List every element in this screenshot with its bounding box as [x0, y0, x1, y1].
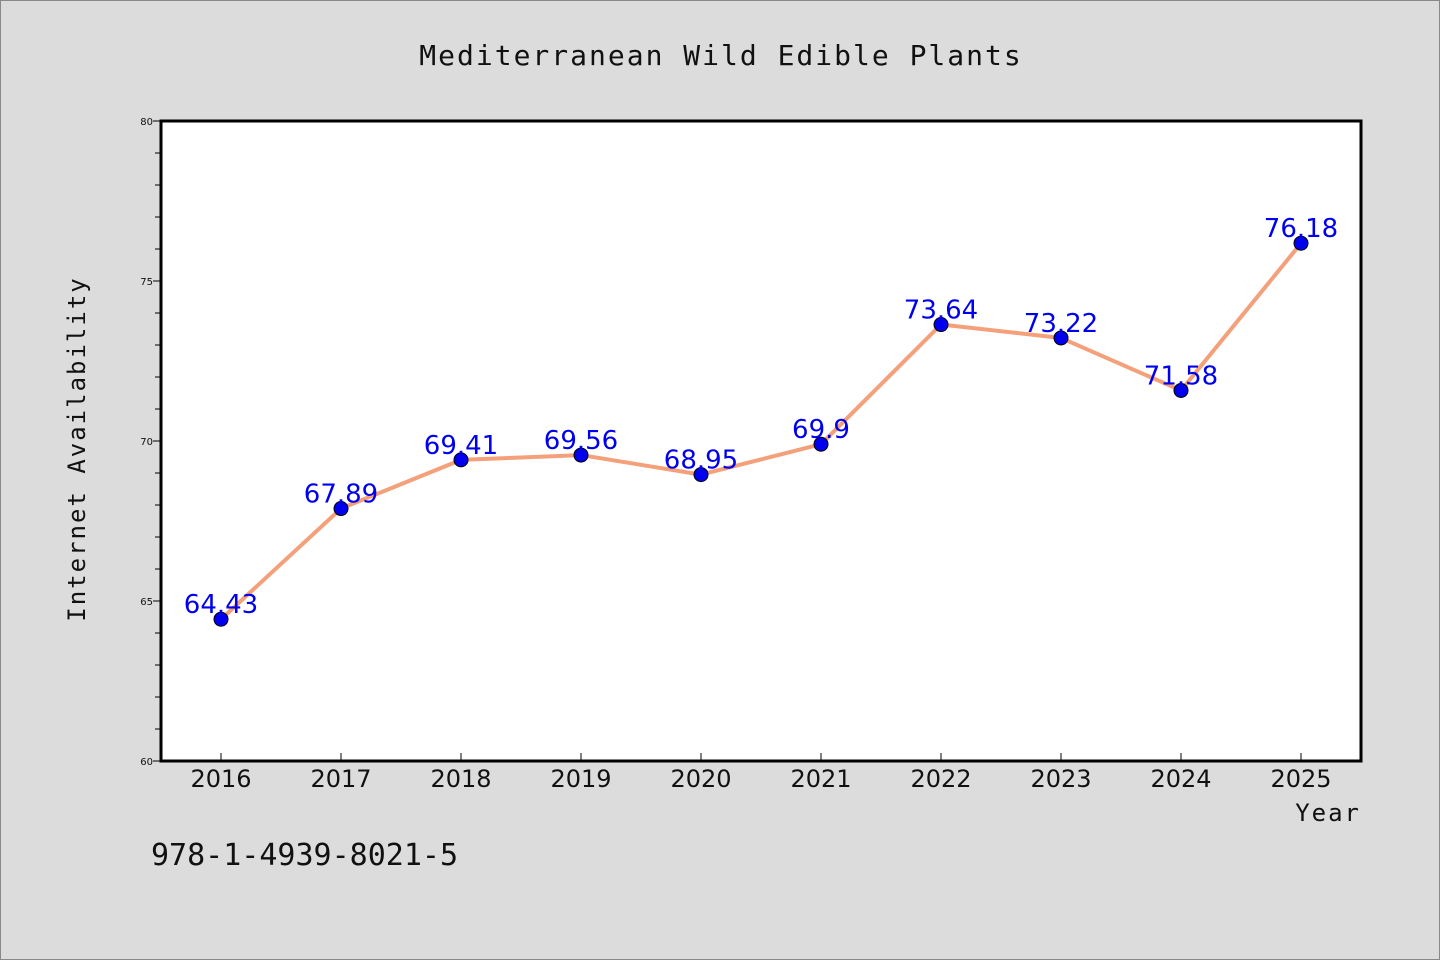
data-point [333, 501, 349, 517]
y-tick-label: 70 [140, 437, 153, 448]
y-axis: 60 65 70 75 80 [140, 117, 161, 768]
data-point [213, 611, 229, 627]
data-point [1053, 330, 1069, 346]
data-point [1173, 382, 1189, 398]
data-label: 69.56 [544, 426, 618, 456]
y-axis-label: Internet Availability [63, 276, 91, 621]
data-point [573, 447, 589, 463]
plot-frame [159, 119, 1363, 763]
plot-area [161, 121, 1361, 761]
data-label: 73.22 [1024, 309, 1098, 339]
x-tick-label: 2017 [310, 765, 371, 793]
data-label: 69.41 [424, 431, 498, 461]
data-label: 76.18 [1264, 214, 1338, 244]
data-label: 73.64 [904, 296, 978, 326]
data-label: 64.43 [184, 590, 258, 620]
x-tick-label: 2018 [430, 765, 491, 793]
data-point [453, 452, 469, 468]
data-label: 68.95 [664, 446, 738, 476]
data-point [1293, 235, 1309, 251]
data-point [933, 317, 949, 333]
isbn-annotation: 978-1-4939-8021-5 [151, 838, 458, 873]
x-tick-label: 2023 [1030, 765, 1091, 793]
data-label: 71.58 [1144, 361, 1218, 391]
y-tick-label: 65 [140, 597, 153, 608]
x-tick-label: 2019 [550, 765, 611, 793]
y-tick-label: 60 [140, 757, 153, 768]
x-axis: 2016 2017 2018 2019 2020 2021 2022 2023 2024 2025 [190, 753, 1332, 793]
data-point [693, 467, 709, 483]
data-label: 69.9 [792, 415, 850, 445]
y-tick-label: 80 [140, 117, 153, 128]
x-tick-label: 2016 [190, 765, 251, 793]
x-tick-label: 2024 [1150, 765, 1211, 793]
data-point [813, 436, 829, 452]
x-axis-label: Year [1295, 799, 1361, 827]
x-tick-label: 2021 [790, 765, 851, 793]
x-tick-label: 2022 [910, 765, 971, 793]
data-label: 67.89 [304, 480, 378, 510]
chart-title: Mediterranean Wild Edible Plants [419, 39, 1022, 72]
x-tick-label: 2025 [1270, 765, 1331, 793]
series-line [219, 241, 1303, 621]
y-tick-label: 75 [140, 277, 153, 288]
data-labels: 64.43 67.89 69.41 69.56 68.95 69.9 73.64 73.22 7… [184, 214, 1338, 620]
series-layer [213, 235, 1309, 627]
x-tick-label: 2020 [670, 765, 731, 793]
